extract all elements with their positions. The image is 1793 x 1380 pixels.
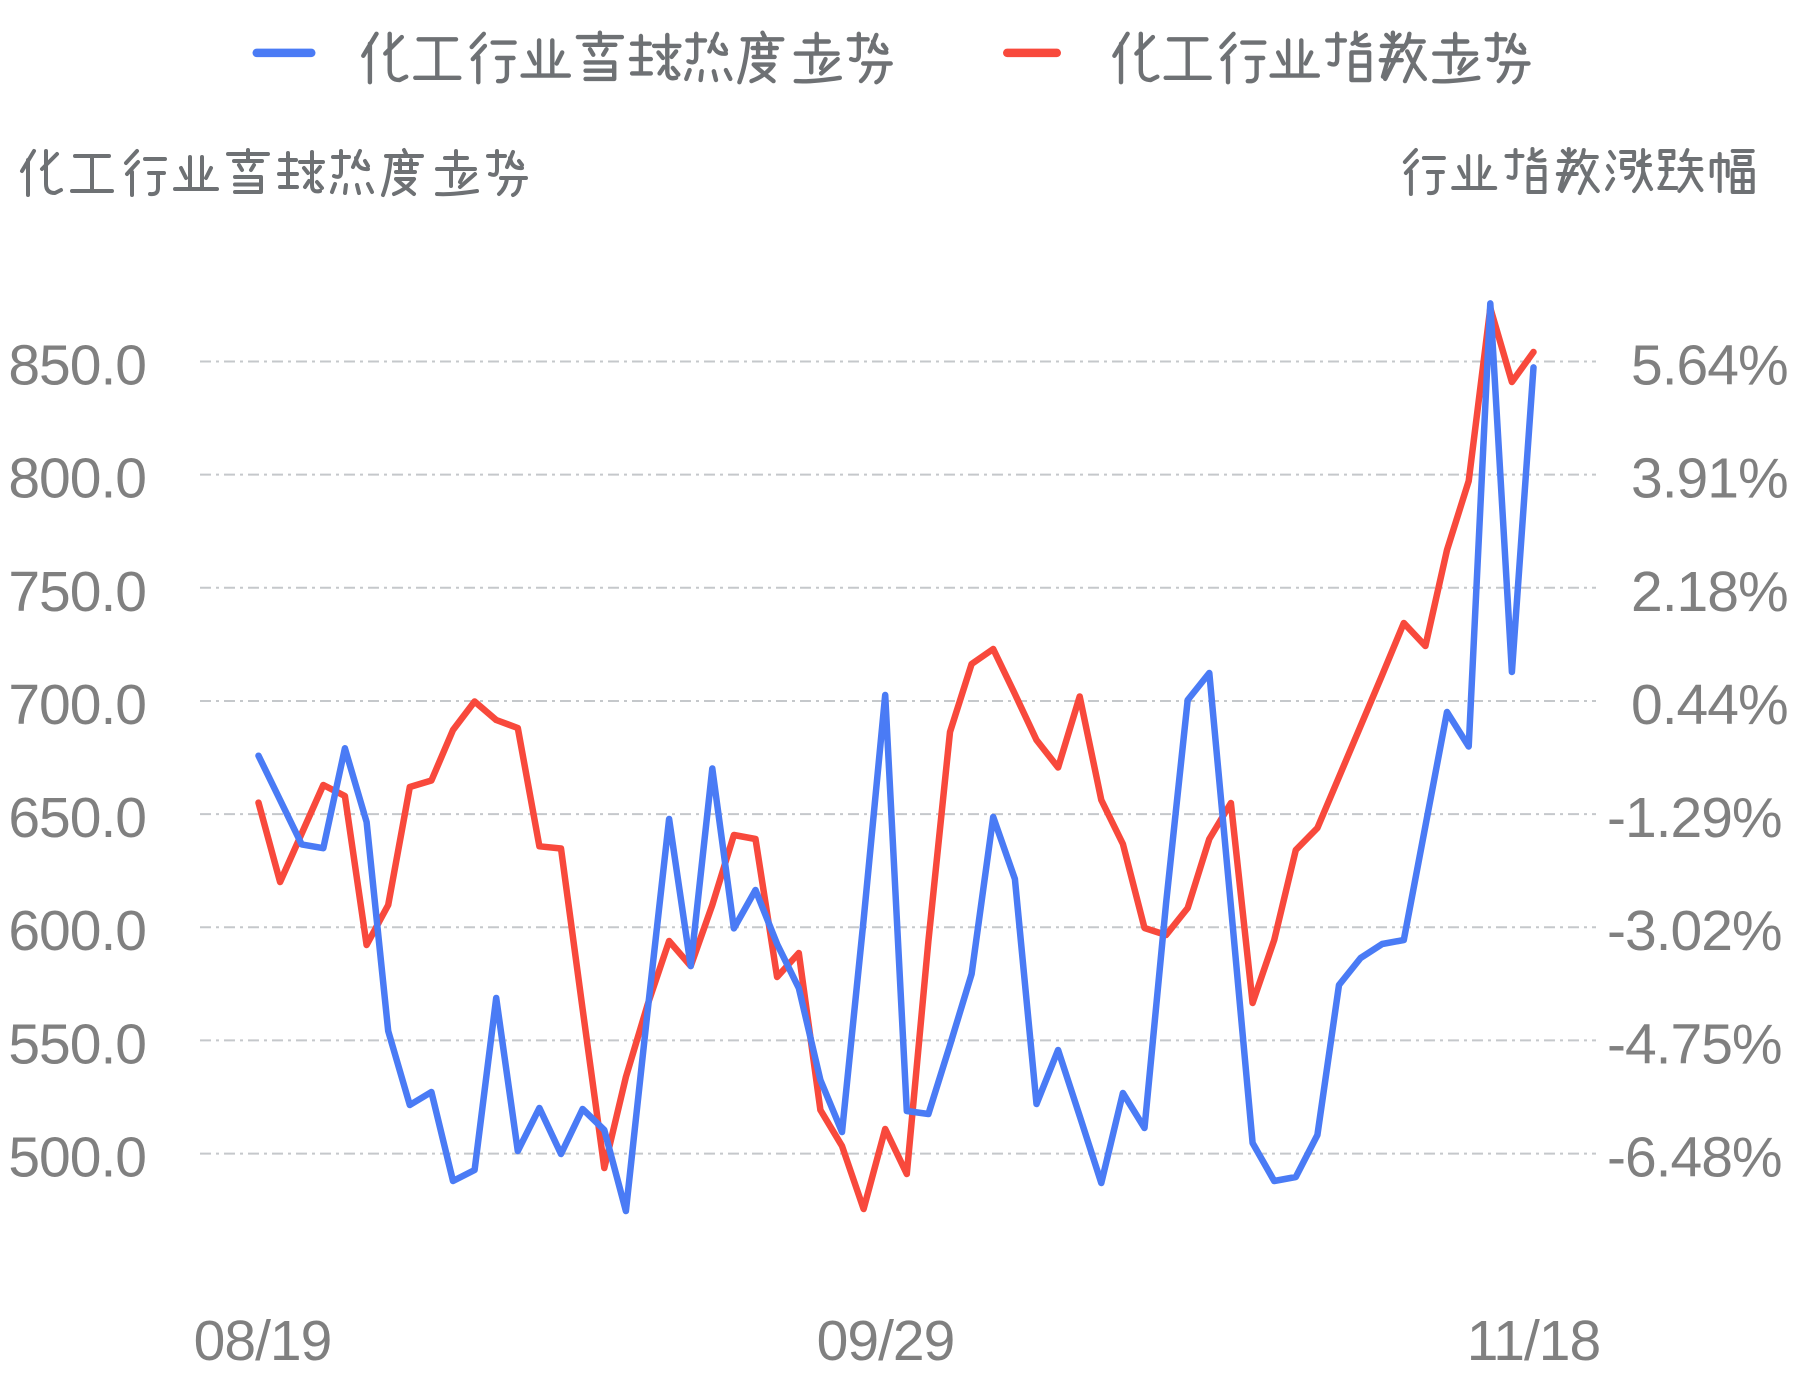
svg-text:700.0: 700.0 — [8, 673, 146, 737]
svg-text:550.0: 550.0 — [8, 1012, 146, 1076]
svg-text:-1.29%: -1.29% — [1607, 786, 1782, 850]
svg-text:500.0: 500.0 — [8, 1126, 146, 1190]
svg-text:09/29: 09/29 — [817, 1309, 955, 1373]
svg-text:850.0: 850.0 — [8, 334, 146, 398]
svg-text:11/18: 11/18 — [1467, 1309, 1600, 1373]
svg-text:-3.02%: -3.02% — [1607, 899, 1782, 963]
svg-text:08/19: 08/19 — [194, 1309, 332, 1373]
svg-text:-4.75%: -4.75% — [1607, 1012, 1782, 1076]
svg-text:2.18%: 2.18% — [1631, 560, 1788, 624]
svg-text:5.64%: 5.64% — [1631, 334, 1788, 398]
svg-text:0.44%: 0.44% — [1631, 673, 1788, 737]
svg-text:-6.48%: -6.48% — [1607, 1126, 1782, 1190]
svg-text:800.0: 800.0 — [8, 447, 146, 511]
svg-text:3.91%: 3.91% — [1631, 447, 1788, 511]
svg-text:750.0: 750.0 — [8, 560, 146, 624]
svg-text:650.0: 650.0 — [8, 786, 146, 850]
svg-text:600.0: 600.0 — [8, 899, 146, 963]
